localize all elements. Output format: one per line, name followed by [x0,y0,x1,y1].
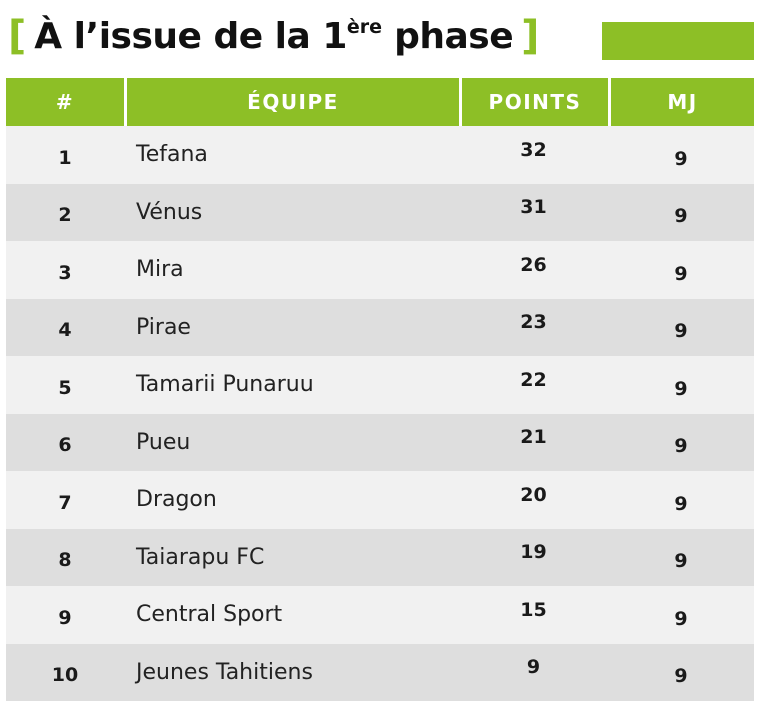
rank-cell: 9 [6,586,124,644]
title-accent-bar [602,22,754,60]
team-cell: Taiarapu FC [124,529,459,587]
title-bar: [ À l’issue de la 1ère phase ] [0,0,760,70]
rank-cell: 1 [6,126,124,184]
rank-cell: 7 [6,471,124,529]
team-cell: Vénus [124,184,459,242]
mj-cell: 9 [608,241,754,299]
table-row: 1 Tefana 32 9 [6,126,754,184]
team-cell: Central Sport [124,586,459,644]
points-cell: 19 [459,529,608,587]
mj-cell: 9 [608,529,754,587]
header-points: POINTS [459,78,608,126]
rank-cell: 8 [6,529,124,587]
points-cell: 31 [459,184,608,242]
points-cell: 21 [459,414,608,472]
team-cell: Dragon [124,471,459,529]
mj-cell: 9 [608,184,754,242]
table-row: 6 Pueu 21 9 [6,414,754,472]
mj-cell: 9 [608,356,754,414]
team-cell: Pirae [124,299,459,357]
rank-cell: 5 [6,356,124,414]
table-row: 7 Dragon 20 9 [6,471,754,529]
header-rank: # [6,78,124,126]
mj-cell: 9 [608,299,754,357]
header-mj: MJ [608,78,754,126]
team-cell: Jeunes Tahitiens [124,644,459,701]
points-cell: 23 [459,299,608,357]
title-text-main: À l’issue de la 1 [34,16,347,57]
rank-cell: 2 [6,184,124,242]
points-cell: 15 [459,586,608,644]
table-row: 10 Jeunes Tahitiens 9 9 [6,644,754,701]
table-row: 2 Vénus 31 9 [6,184,754,242]
table-row: 9 Central Sport 15 9 [6,586,754,644]
rank-cell: 10 [6,644,124,701]
mj-cell: 9 [608,586,754,644]
mj-cell: 9 [608,644,754,701]
page-title: [ À l’issue de la 1ère phase ] [8,6,539,66]
mj-cell: 9 [608,471,754,529]
mj-cell: 9 [608,414,754,472]
table-row: 3 Mira 26 9 [6,241,754,299]
header-row: # ÉQUIPE POINTS MJ [6,78,754,126]
table-body: 1 Tefana 32 9 2 Vénus 31 9 3 Mira 26 9 4… [6,126,754,701]
table-row: 5 Tamarii Punaruu 22 9 [6,356,754,414]
rank-cell: 3 [6,241,124,299]
mj-cell: 9 [608,126,754,184]
team-cell: Tefana [124,126,459,184]
table-row: 8 Taiarapu FC 19 9 [6,529,754,587]
standings-table: # ÉQUIPE POINTS MJ 1 Tefana 32 9 2 Vénus… [6,78,754,701]
points-cell: 26 [459,241,608,299]
table-header: # ÉQUIPE POINTS MJ [6,78,754,126]
title-text-end: phase [382,16,513,57]
points-cell: 32 [459,126,608,184]
title-bracket-open: [ [8,16,26,56]
title-bracket-close: ] [521,16,539,56]
points-cell: 22 [459,356,608,414]
rank-cell: 6 [6,414,124,472]
table-row: 4 Pirae 23 9 [6,299,754,357]
header-team: ÉQUIPE [124,78,459,126]
team-cell: Tamarii Punaruu [124,356,459,414]
title-text-superscript: ère [347,16,382,38]
title-text: À l’issue de la 1ère phase [34,18,513,55]
rank-cell: 4 [6,299,124,357]
team-cell: Mira [124,241,459,299]
team-cell: Pueu [124,414,459,472]
points-cell: 9 [459,644,608,701]
points-cell: 20 [459,471,608,529]
